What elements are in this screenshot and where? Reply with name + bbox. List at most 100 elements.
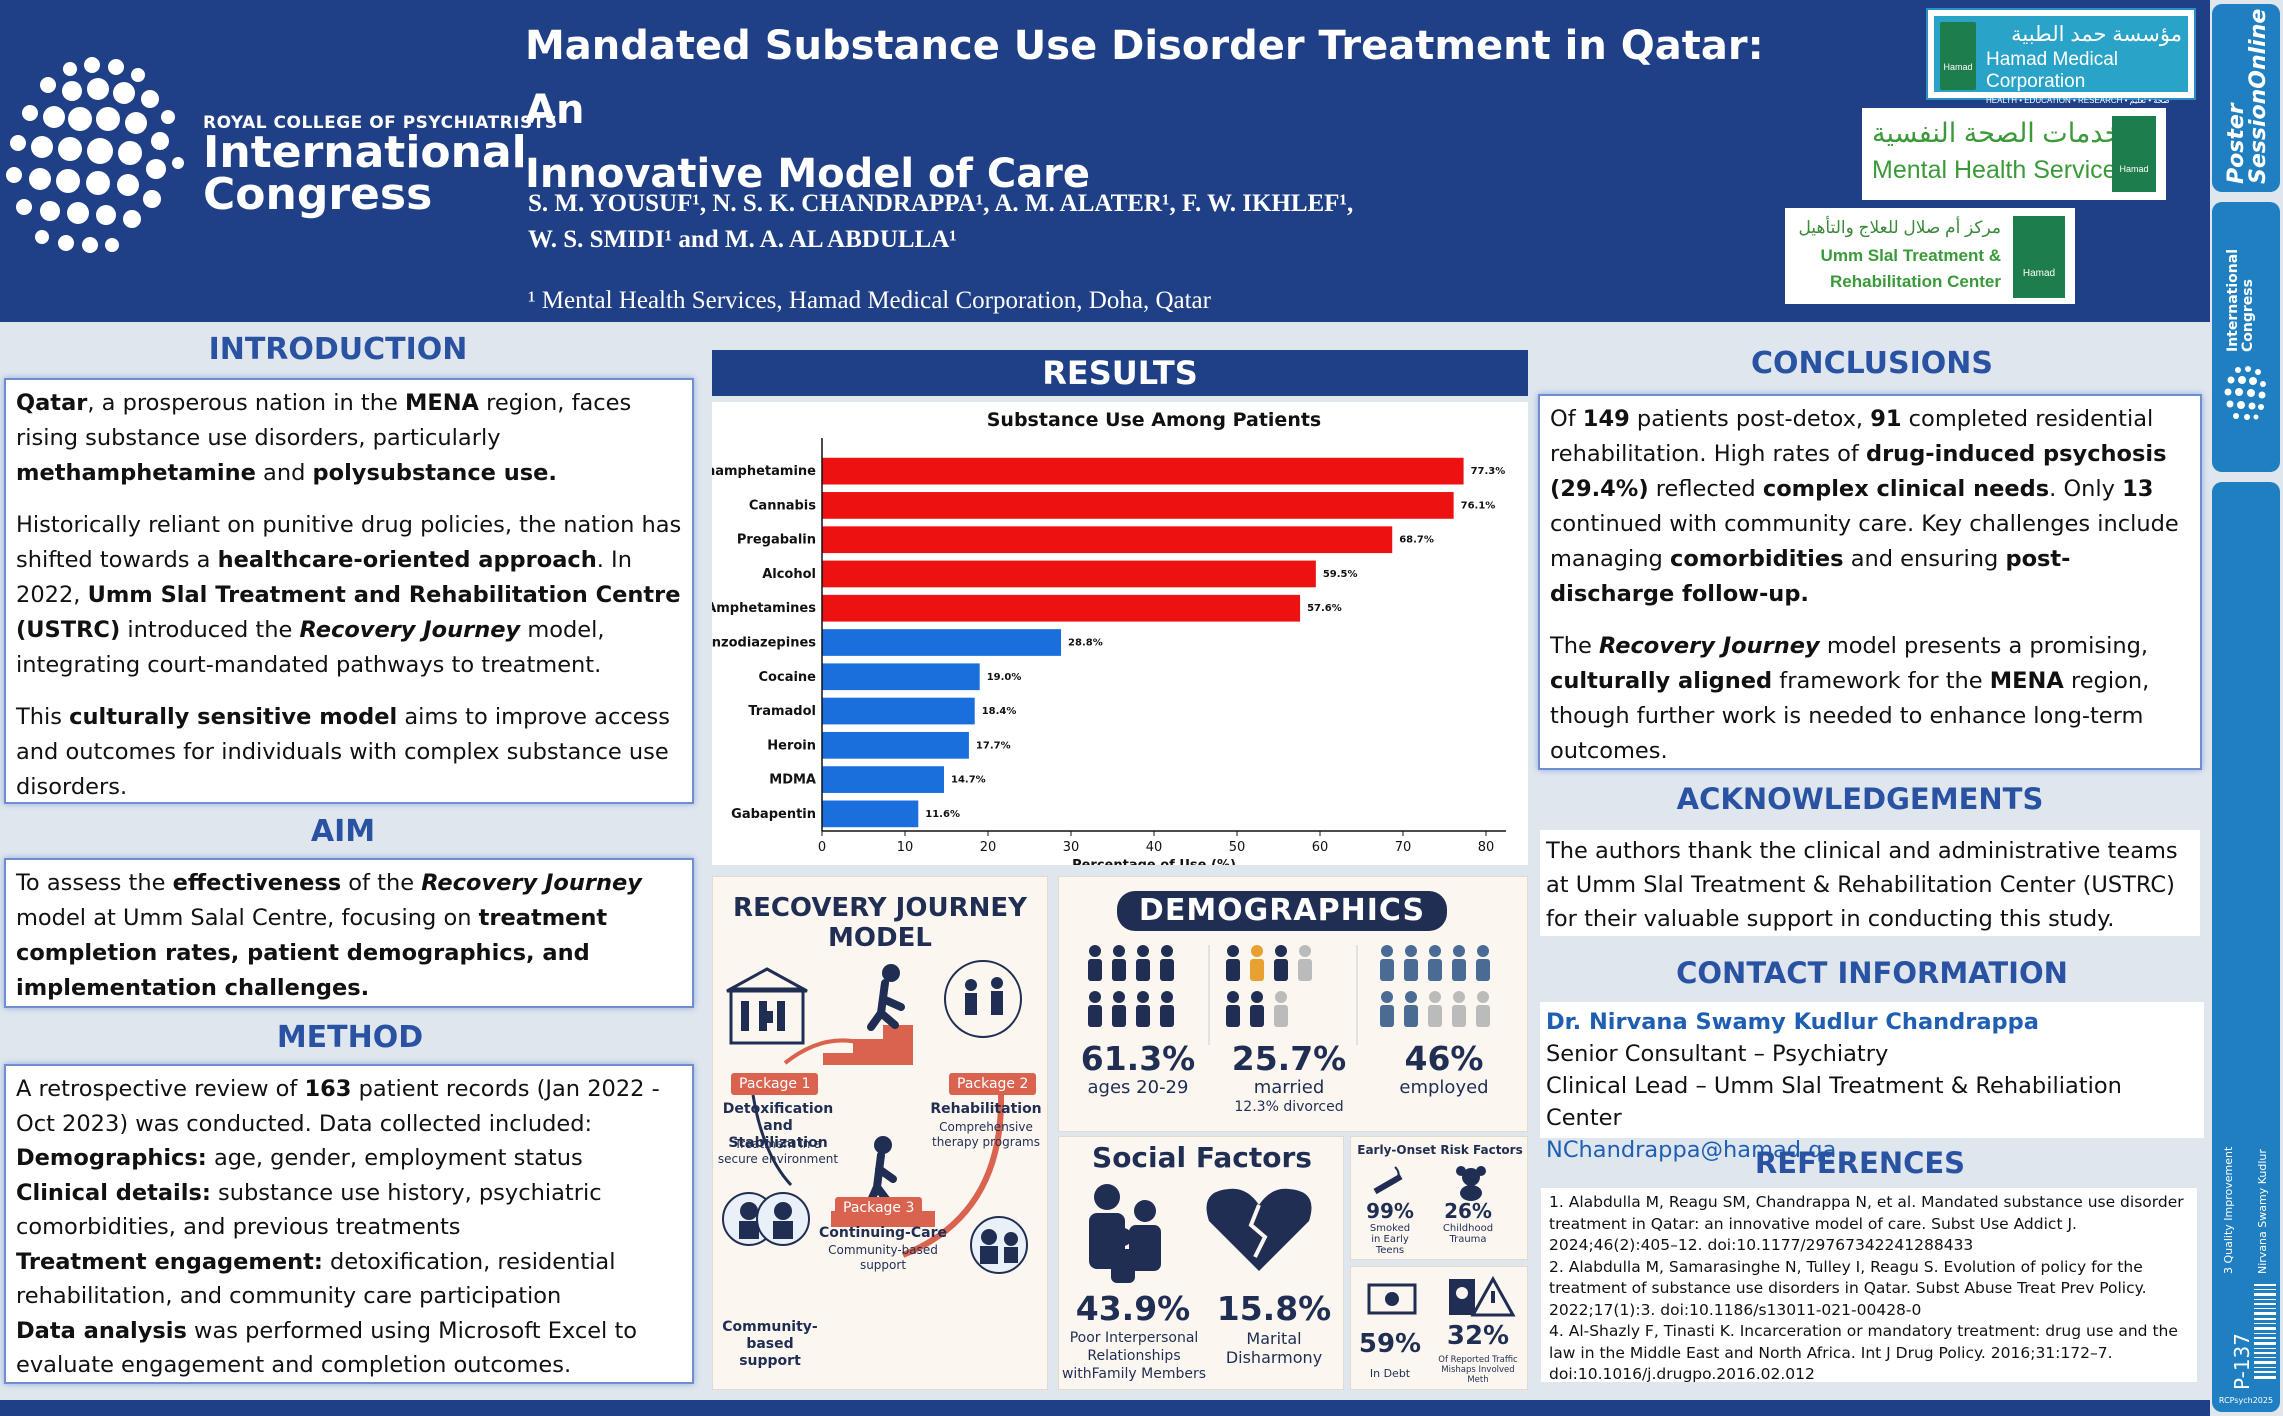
data-label: 18.4%: [982, 706, 1017, 717]
smoked-label: Smoked in Early Teens: [1355, 1223, 1425, 1256]
employment-people-icon: [1380, 945, 1490, 1027]
data-label: 17.7%: [976, 740, 1011, 751]
trauma-label: Childhood Trauma: [1433, 1223, 1503, 1245]
text-run: comorbidities: [1669, 546, 1844, 572]
data-label: 14.7%: [951, 775, 986, 786]
traffic-label: Of Reported Traffic Mishaps Involved Met…: [1429, 1355, 1527, 1385]
data-label: 19.0%: [987, 672, 1022, 683]
text-run: introduced the: [120, 617, 300, 643]
smoked-line-3: Teens: [1375, 1245, 1405, 1256]
category-label: Methamphetamine: [712, 464, 816, 479]
poster-info-tab[interactable]: 3 Quality Improvement Nirvana Swamy Kudl…: [2212, 482, 2280, 1412]
md-line-2: Disharmony: [1225, 1348, 1323, 1367]
aim-box: To assess the effectiveness of the Recov…: [4, 858, 694, 1008]
package-1-label: Package 1: [731, 1073, 819, 1095]
officer-family-icon: [970, 1216, 1028, 1274]
cc-sub-line-2: support: [859, 1258, 907, 1272]
text-run: Recovery Journey: [421, 870, 642, 896]
recovery-journey-panel: RECOVERY JOURNEY MODEL: [712, 876, 1048, 1390]
community-support-icon: [722, 1192, 810, 1246]
bar-gabapentin: [822, 800, 919, 828]
bar-pregabalin: [822, 526, 1393, 554]
conclusions-paragraph-2: The Recovery Journey model presents a pr…: [1550, 629, 2190, 769]
rj-title-line-1: RECOVERY JOURNEY: [733, 893, 1027, 923]
title-line-2: Innovative Model of Care: [525, 151, 1091, 197]
text-run: 13: [2122, 476, 2154, 502]
text-run: This: [16, 704, 70, 730]
age-people-icon: [1088, 945, 1174, 1027]
method-heading: METHOD: [276, 1020, 424, 1055]
pr-line-3: withFamily Members: [1061, 1366, 1207, 1382]
text-run: Qatar: [16, 390, 88, 416]
pr-line-1: Poor Interpersonal: [1069, 1330, 1199, 1346]
congress-logo-icon: [6, 57, 184, 253]
risk-factors-title: Early-Onset Risk Factors: [1357, 1143, 1523, 1157]
conclusions-box: Of 149 patients post-detox, 91 completed…: [1538, 394, 2202, 770]
employed-label: employed: [1399, 1077, 1489, 1098]
bar-alcohol: [822, 560, 1316, 588]
introduction-paragraph-2: Historically reliant on punitive drug po…: [16, 508, 682, 683]
continuing-care-label: Continuing-Care: [818, 1225, 947, 1241]
conclusions-paragraph-1: Of 149 patients post-detox, 91 completed…: [1550, 402, 2190, 612]
mhs-arabic: خدمات الصحة النفسية: [1872, 118, 2122, 148]
pso-line-1: Poster: [2224, 103, 2249, 184]
rehab-sub-line-2: therapy programs: [932, 1135, 1040, 1149]
recovery-journey-illustration: [722, 960, 1028, 1274]
introduction-box: Qatar, a prosperous nation in the MENA r…: [4, 378, 694, 804]
traffic-line-1: Of Reported Traffic: [1438, 1355, 1518, 1365]
category-label: Alcohol: [762, 567, 816, 582]
md-line-1: Marital: [1246, 1329, 1302, 1348]
congress-tab[interactable]: International Congress: [2212, 202, 2280, 472]
risk-icons: [1373, 1166, 1486, 1201]
text-run: To assess the: [16, 870, 173, 896]
contact-box: Dr. Nirvana Swamy Kudlur Chandrappa Seni…: [1540, 1002, 2204, 1163]
x-tick-label: 0: [818, 840, 826, 855]
rehab-label: Rehabilitation: [930, 1101, 1042, 1117]
bar-mdma: [822, 766, 945, 793]
data-label: 57.6%: [1307, 603, 1342, 614]
x-tick-label: 80: [1478, 840, 1495, 855]
method-item-analysis: Data analysis was performed using Micros…: [16, 1314, 682, 1383]
chart-title: Substance Use Among Patients: [987, 409, 1322, 431]
poster: ROYAL COLLEGE OF PSYCHIATRISTS Internati…: [0, 0, 2210, 1416]
bottom-strip: [0, 1400, 2210, 1416]
contact-role: Senior Consultant – Psychiatry: [1546, 1041, 1889, 1067]
references-list: 1. Alabdulla M, Reagu SM, Chandrappa N, …: [1541, 1188, 2197, 1383]
category-label: Pregabalin: [737, 533, 816, 548]
traffic-line-3: Meth: [1467, 1375, 1489, 1385]
text-run: 149: [1582, 406, 1630, 432]
married-stat: 25.7%: [1231, 1039, 1347, 1078]
risk-icons-2: [1367, 1275, 1516, 1317]
money-icon: [1367, 1283, 1417, 1315]
employed-stat: 46%: [1404, 1039, 1484, 1078]
category-label: Amphetamines: [712, 601, 816, 616]
rcp-label: ROYAL COLLEGE OF PSYCHIATRISTS: [203, 113, 558, 133]
demographics-panel: DEMOGRAPHICS 61.3% ages 20-29 25.7% marr…: [1058, 876, 1528, 1132]
text-run: Umm Slal Treatment and Rehabilitation Ce…: [16, 582, 681, 643]
data-label: 68.7%: [1399, 535, 1434, 546]
text-run: Recovery Journey: [1599, 633, 1820, 659]
sidebar-congress-wordmark: International Congress: [2225, 249, 2256, 352]
bar-methamphetamine: [822, 457, 1464, 485]
married-label: married: [1253, 1077, 1325, 1098]
x-axis-label: Percentage of Use (%): [1072, 858, 1236, 865]
mhs-english: Mental Health Service: [1872, 156, 2117, 184]
text-run: model, integrating court-mandated pathwa…: [16, 617, 605, 678]
detox-sub-line-2: secure environment: [717, 1152, 839, 1166]
usc-arabic: مركز أم صلال للعلاج والتأهيل: [1798, 218, 2001, 237]
sidebar-event: RCPsych2025: [2218, 1396, 2274, 1405]
risk-factors-panel-2: 59% In Debt 32% Of Reported Traffic Mish…: [1350, 1266, 1528, 1390]
text-run: model at Umm Salal Centre, focusing on: [16, 905, 479, 931]
package-2-label: Package 2: [949, 1073, 1037, 1095]
hamad-badge-icon: Hamad: [2112, 116, 2156, 192]
bar-cocaine: [822, 663, 980, 691]
umm-slal-logo: مركز أم صلال للعلاج والتأهيل Umm Slal Tr…: [1785, 208, 2075, 304]
poster-session-online-tab[interactable]: Poster SessionOnline: [2212, 4, 2280, 192]
reference-item: 1. Alabdulla M, Reagu SM, Chandrappa N, …: [1549, 1193, 2184, 1254]
family-icon: [1089, 1184, 1161, 1283]
reference-item: 4. Al-Shazly F, Tinasti K. Incarceration…: [1549, 1322, 2178, 1383]
text-run: Data analysis: [16, 1317, 187, 1344]
social-icons: [1089, 1184, 1312, 1283]
text-run: . In 2022,: [16, 547, 632, 608]
contact-email[interactable]: NChandrappa@hamad.qa: [1546, 1137, 1837, 1163]
